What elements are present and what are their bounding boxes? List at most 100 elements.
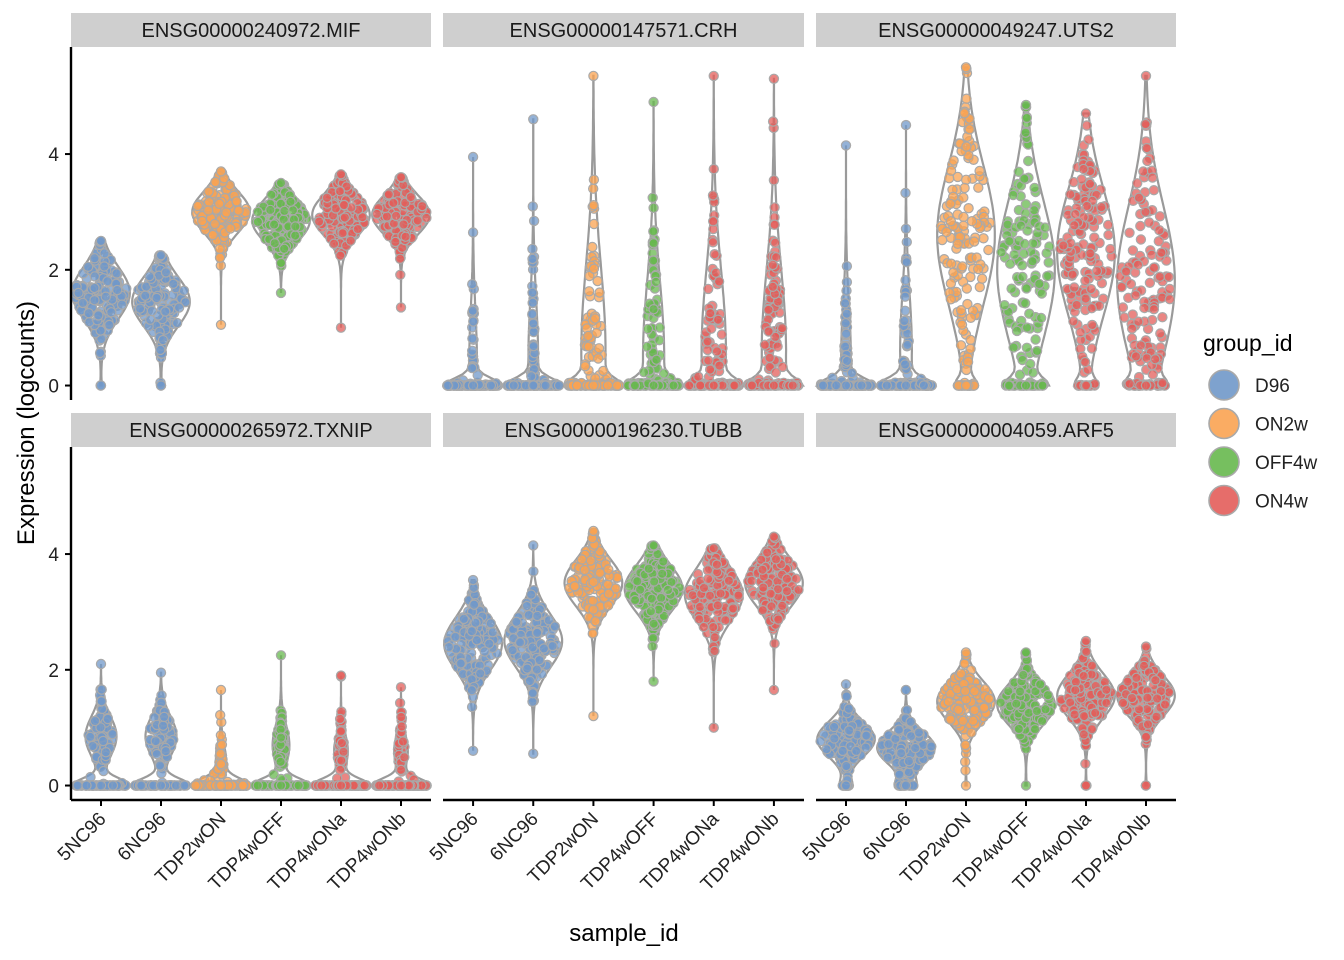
violin bbox=[814, 140, 878, 391]
data-point bbox=[1086, 343, 1098, 354]
data-point bbox=[528, 318, 539, 329]
data-point bbox=[158, 711, 170, 723]
data-point bbox=[768, 175, 780, 186]
data-point bbox=[941, 226, 952, 238]
data-point bbox=[576, 554, 588, 565]
data-point bbox=[202, 205, 214, 216]
data-point bbox=[334, 185, 346, 197]
data-point bbox=[817, 380, 829, 391]
data-point bbox=[89, 715, 101, 727]
data-point bbox=[956, 319, 968, 330]
data-point bbox=[588, 525, 599, 537]
data-point bbox=[900, 275, 911, 286]
violin bbox=[129, 667, 192, 791]
data-point bbox=[839, 298, 851, 309]
data-point bbox=[532, 627, 543, 639]
data-point bbox=[1133, 192, 1145, 203]
data-point bbox=[467, 380, 479, 391]
data-point bbox=[647, 192, 658, 203]
data-point bbox=[1008, 342, 1019, 353]
data-point bbox=[527, 308, 538, 320]
data-point bbox=[1027, 256, 1038, 267]
data-point bbox=[647, 641, 658, 652]
data-point bbox=[116, 299, 128, 310]
facet-panel: ENSG00000049247.UTS2 bbox=[814, 13, 1176, 391]
data-point bbox=[321, 192, 333, 203]
data-point bbox=[602, 380, 614, 391]
data-point bbox=[1120, 266, 1132, 277]
data-point bbox=[1147, 369, 1159, 380]
data-point bbox=[840, 140, 852, 151]
data-point bbox=[396, 711, 407, 723]
data-point bbox=[588, 183, 599, 194]
data-point bbox=[706, 323, 717, 334]
violin bbox=[371, 171, 432, 313]
data-point bbox=[598, 365, 609, 377]
data-point bbox=[398, 219, 409, 230]
data-point bbox=[767, 281, 779, 292]
data-point bbox=[468, 316, 479, 327]
data-point bbox=[151, 292, 162, 304]
data-point bbox=[571, 380, 583, 391]
data-point bbox=[1148, 304, 1160, 315]
data-point bbox=[97, 735, 109, 747]
data-point bbox=[1027, 238, 1039, 249]
data-point bbox=[958, 220, 969, 231]
violin bbox=[131, 250, 191, 391]
data-point bbox=[381, 211, 393, 222]
data-point bbox=[770, 237, 781, 248]
violin bbox=[874, 119, 938, 391]
data-point bbox=[583, 286, 595, 297]
data-point bbox=[395, 764, 407, 776]
data-point bbox=[215, 166, 227, 177]
data-point bbox=[1068, 176, 1079, 188]
data-point bbox=[467, 151, 479, 163]
data-point bbox=[521, 600, 533, 612]
data-point bbox=[1014, 369, 1026, 380]
violin bbox=[310, 670, 372, 791]
data-point bbox=[371, 208, 383, 220]
violin bbox=[503, 540, 564, 759]
data-point bbox=[1127, 245, 1139, 256]
data-point bbox=[275, 287, 287, 299]
data-point bbox=[1124, 378, 1135, 389]
data-point bbox=[151, 748, 162, 760]
data-point bbox=[540, 380, 551, 391]
data-point bbox=[1081, 200, 1093, 212]
data-point bbox=[769, 219, 780, 230]
data-point bbox=[397, 736, 409, 747]
data-point bbox=[714, 360, 725, 371]
violin bbox=[996, 99, 1056, 391]
facet-strip-label: ENSG00000240972.MIF bbox=[141, 20, 360, 42]
data-point bbox=[1017, 271, 1028, 283]
data-point bbox=[96, 684, 107, 695]
violin bbox=[370, 682, 432, 791]
data-point bbox=[965, 312, 977, 323]
data-point bbox=[603, 600, 614, 611]
data-point bbox=[1163, 271, 1175, 283]
data-point bbox=[1003, 380, 1015, 391]
data-point bbox=[528, 380, 539, 391]
data-point bbox=[1124, 227, 1135, 238]
data-point bbox=[945, 165, 957, 176]
data-point bbox=[969, 236, 980, 247]
data-point bbox=[89, 253, 100, 264]
data-point bbox=[1020, 99, 1032, 111]
data-point bbox=[1024, 308, 1035, 319]
data-point bbox=[996, 247, 1007, 258]
data-point bbox=[467, 574, 479, 586]
data-point bbox=[945, 278, 957, 289]
data-point bbox=[1091, 265, 1103, 277]
data-point bbox=[144, 271, 155, 282]
data-point bbox=[965, 334, 976, 346]
data-point bbox=[203, 196, 215, 208]
data-point bbox=[157, 720, 169, 731]
data-point bbox=[388, 197, 399, 209]
data-point bbox=[532, 610, 543, 622]
data-point bbox=[650, 276, 662, 288]
data-point bbox=[487, 627, 498, 638]
data-point bbox=[960, 380, 972, 391]
data-point bbox=[160, 746, 171, 757]
